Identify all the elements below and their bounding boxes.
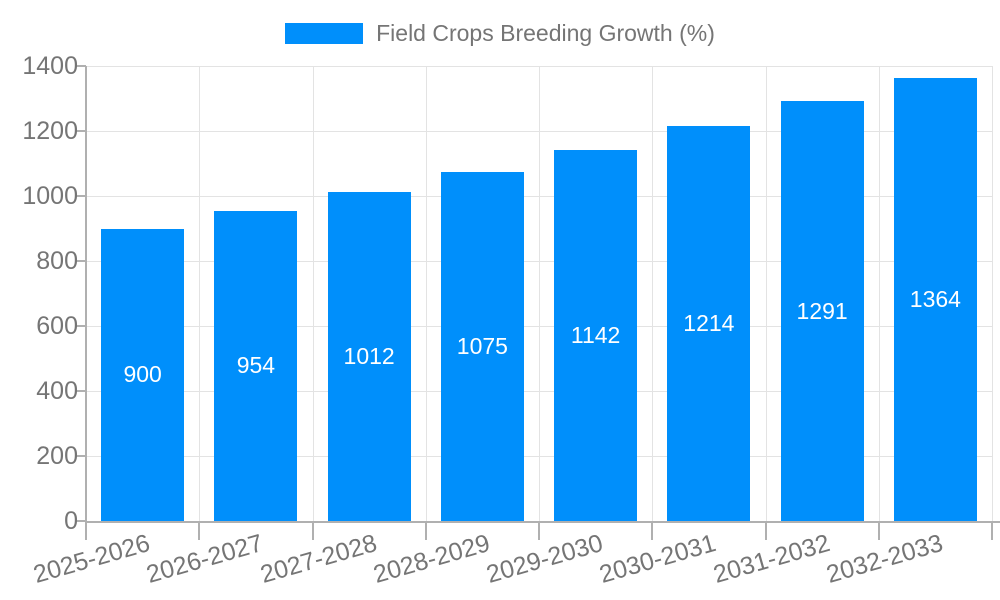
bar-value-label: 1214 [683,310,735,337]
bar-value-label: 1075 [456,332,508,359]
x-axis-label: 2030-2031 [596,529,720,589]
y-axis-label: 1200 [22,117,78,145]
x-tick [877,523,880,540]
x-axis-label: 2025-2026 [30,529,154,589]
gridline-vertical [425,66,427,521]
bar[interactable]: 900 [101,228,185,521]
bar[interactable]: 1075 [440,171,524,521]
gridline-vertical [539,66,540,521]
x-axis-label: 2026-2027 [143,529,267,589]
legend-swatch-icon [285,23,364,44]
bar[interactable]: 1012 [327,192,411,521]
bar-value-label: 1291 [796,297,848,324]
x-axis-line [85,521,1000,523]
bar[interactable]: 1214 [667,126,751,521]
y-tick [76,130,86,132]
gridline-vertical [312,66,314,521]
y-axis-label: 600 [36,312,78,340]
bar-value-label: 900 [123,361,162,388]
x-tick [198,523,201,540]
gridline-vertical [878,66,880,521]
x-axis-label: 2031-2032 [709,529,833,589]
y-tick [76,390,86,392]
y-axis-label: 0 [64,507,78,535]
gridline-vertical [652,66,654,521]
x-tick [764,523,767,540]
y-axis-label: 1400 [22,52,78,80]
y-axis-label: 200 [36,442,78,470]
bar-value-label: 1142 [570,321,621,348]
x-tick [538,523,540,540]
x-tick [424,523,427,540]
x-tick [85,523,87,540]
x-axis-label: 2032-2033 [823,529,946,589]
y-tick [76,325,86,327]
y-tick [76,260,86,262]
legend-label: Field Crops Breeding Growth (%) [376,20,715,46]
bar[interactable]: 1364 [893,77,977,521]
gridline-vertical [199,66,201,521]
y-axis-label: 1000 [22,182,78,210]
bar[interactable]: 1142 [554,149,638,521]
bar-value-label: 1012 [343,343,395,370]
bar[interactable]: 1291 [780,101,864,521]
y-tick [76,520,86,522]
y-tick [76,195,86,197]
bar-value-label: 954 [236,352,276,379]
bar-value-label: 1364 [909,285,961,312]
x-axis-label: 2029-2030 [483,529,607,589]
x-axis-label: 2028-2029 [370,529,493,589]
y-tick [76,455,86,457]
bar[interactable]: 954 [214,210,298,521]
y-axis-label: 800 [36,247,78,275]
y-tick [76,65,86,67]
y-axis-label: 400 [36,377,78,405]
x-axis-label: 2027-2028 [256,529,380,589]
legend[interactable]: Field Crops Breeding Growth (%) [0,20,1000,47]
x-tick [651,523,654,540]
x-tick [311,523,314,540]
gridline-vertical [992,66,993,521]
y-axis-line [85,66,87,523]
gridline-vertical [765,66,767,521]
x-tick [991,523,993,540]
